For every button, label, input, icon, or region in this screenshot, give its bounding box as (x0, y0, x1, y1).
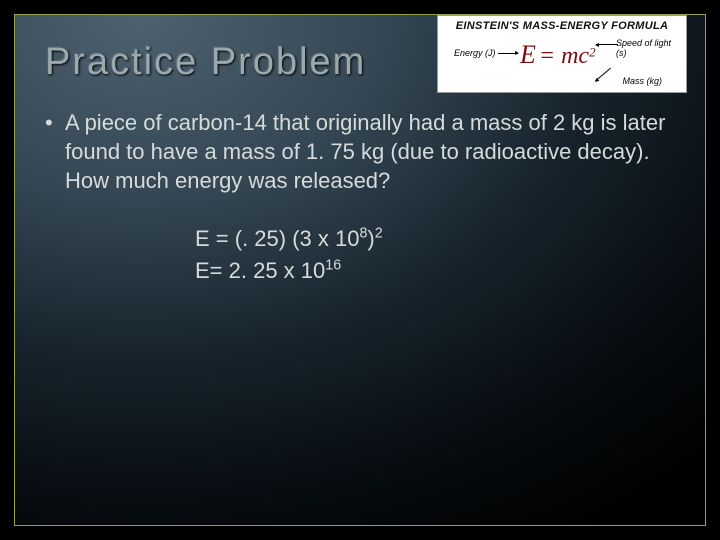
solution-line-1: E = (. 25) (3 x 108)2 (195, 223, 675, 255)
formula-mass-label: Mass (kg) (622, 76, 662, 86)
bullet-item: • A piece of carbon-14 that originally h… (45, 108, 675, 195)
bullet-text: A piece of carbon-14 that originally had… (65, 108, 675, 195)
formula-box: EINSTEIN'S MASS-ENERGY FORMULA Energy (J… (437, 15, 687, 93)
solution-text: E = (. 25) (3 x 10 (195, 226, 359, 251)
arrow-icon (595, 68, 611, 82)
formula-title: EINSTEIN'S MASS-ENERGY FORMULA (438, 16, 686, 32)
bullet-dot-icon: • (45, 108, 65, 195)
solution-superscript: 2 (375, 226, 383, 242)
formula-E: E (520, 40, 536, 69)
formula-equation: E= mc2 (520, 40, 596, 70)
formula-energy-label: Energy (J) (454, 48, 496, 58)
solution-text: E= 2. 25 x 10 (195, 258, 325, 283)
solution-text: ) (367, 226, 374, 251)
formula-exp: 2 (589, 45, 596, 60)
formula-mc: = mc (539, 43, 589, 69)
formula-speed-label: Speed of light (s) (616, 38, 680, 58)
arrow-icon (596, 44, 618, 45)
formula-body: Energy (J) Speed of light (s) Mass (kg) … (438, 32, 686, 90)
solution-line-2: E= 2. 25 x 1016 (195, 255, 675, 287)
solution-superscript: 16 (325, 258, 341, 274)
solution-block: E = (. 25) (3 x 108)2 E= 2. 25 x 1016 (195, 223, 675, 287)
slide: EINSTEIN'S MASS-ENERGY FORMULA Energy (J… (14, 14, 706, 526)
arrow-icon (498, 53, 518, 54)
